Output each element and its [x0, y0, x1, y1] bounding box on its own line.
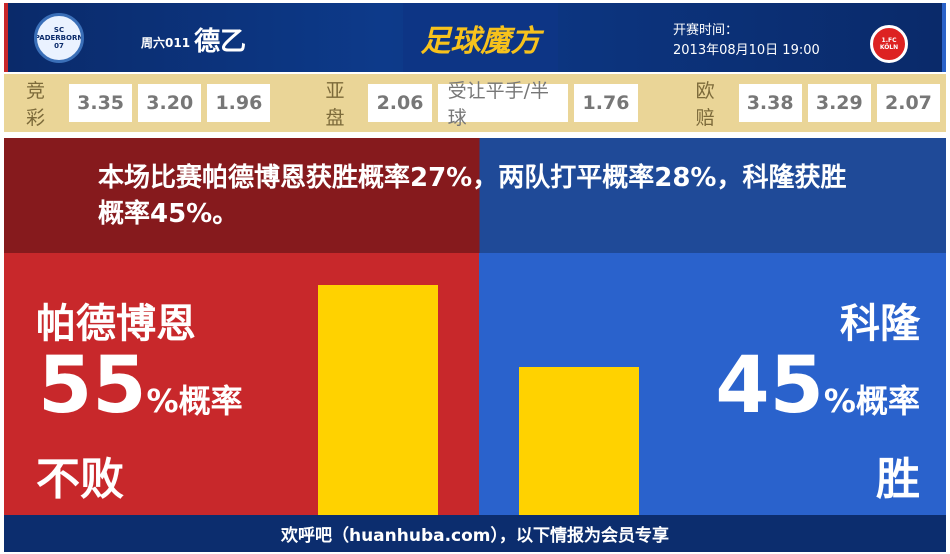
match-number: 周六011: [141, 36, 191, 50]
away-percent-unit: %概率: [823, 382, 920, 420]
away-result: 胜: [876, 454, 920, 505]
away-percent: 45%概率: [715, 341, 920, 431]
euro-odd: 3.38: [738, 84, 802, 122]
match-info: 周六011 德乙: [141, 21, 246, 58]
asian-handicap: 受让平手/半球: [437, 80, 569, 129]
euro-odd: 3.29: [807, 84, 871, 122]
home-panel: 帕德博恩 55%概率 不败: [4, 253, 479, 515]
home-probability-bar: [318, 285, 438, 515]
home-team-logo: SC PADERBORN 07: [34, 13, 84, 63]
asian-odd: 1.76: [574, 84, 638, 122]
jingcai-label: 竞彩: [26, 80, 46, 129]
away-panel: 科隆 45%概率 胜: [479, 253, 946, 515]
away-percent-value: 45: [715, 341, 824, 431]
footer-banner[interactable]: 欢呼吧（huanhuba.com），以下情报为会员专享: [4, 515, 946, 552]
asian-odd: 2.06: [368, 84, 432, 122]
league-name: 德乙: [194, 27, 247, 57]
home-percent-unit: %概率: [146, 382, 243, 420]
asian-label: 亚盘: [325, 80, 345, 129]
summary-panel: 本场比赛帕德博恩获胜概率27%，两队打平概率28%，科隆获胜概率45%。: [4, 138, 946, 253]
euro-label: 欧赔: [695, 80, 715, 129]
home-percent-value: 55: [38, 341, 147, 431]
away-team-logo: 1.FC KÖLN: [870, 25, 908, 63]
home-result: 不败: [36, 454, 124, 505]
home-team-name: 帕德博恩: [36, 301, 196, 347]
jingcai-odd: 1.96: [207, 84, 271, 122]
jingcai-odd: 3.35: [68, 84, 133, 122]
away-team-name: 科隆: [840, 301, 920, 347]
time-label: 开赛时间：: [673, 23, 739, 38]
time-value: 2013年08月10日 19:00: [673, 43, 820, 58]
brand-logo: 足球魔方: [403, 3, 558, 72]
kickoff-time: 开赛时间： 2013年08月10日 19:00: [673, 21, 820, 61]
match-header: SC PADERBORN 07 周六011 德乙 足球魔方 开赛时间： 2013年0…: [4, 3, 946, 72]
away-probability-bar: [519, 366, 639, 515]
home-percent: 55%概率: [38, 341, 243, 431]
euro-odd: 2.07: [876, 84, 941, 122]
summary-text: 本场比赛帕德博恩获胜概率27%，两队打平概率28%，科隆获胜概率45%。: [98, 163, 847, 229]
jingcai-odd: 3.20: [138, 84, 202, 122]
odds-bar: 竞彩 3.35 3.20 1.96 亚盘 2.06 受让平手/半球 1.76 欧…: [4, 74, 946, 132]
